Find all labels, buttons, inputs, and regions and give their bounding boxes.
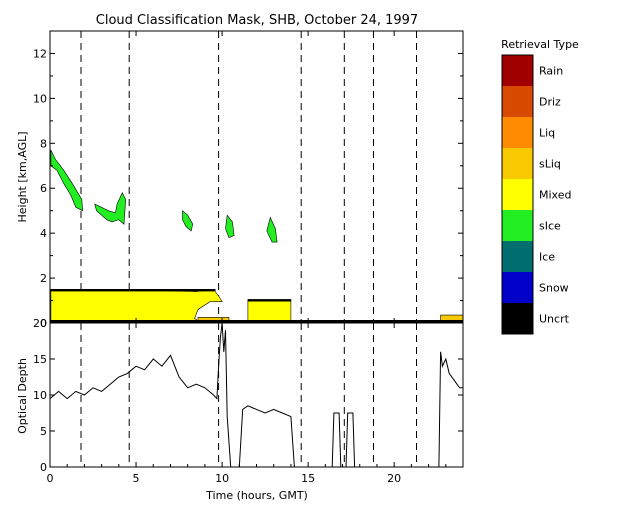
mask-y-tick-label: 2 [40,272,47,285]
legend-swatch-driz [502,86,533,117]
legend-label-liq: Liq [539,127,555,140]
od-y-axis-label: Optical Depth [16,358,29,434]
legend-frame [501,54,534,335]
x-tick-label: 15 [301,472,315,485]
mask-panel: 0 2 4 6 8 10 12 Height [km,AGL] [16,30,464,330]
legend-label-snow: Snow [539,282,569,295]
mask-y-tick-label: 0 [40,317,47,330]
x-tick-label: 20 [387,472,401,485]
legend-label-uncrt: Uncrt [539,313,570,326]
legend: Retrieval Type Rain Driz Liq sLiq Mixed sIce I… [501,38,579,335]
legend-label-ice: Ice [539,251,555,264]
od-y-tick-label: 15 [33,353,47,366]
mask-plot-frame [49,30,464,324]
x-tick-label: 5 [133,472,140,485]
mask-region-mixed [50,288,223,323]
mask-region-sice [94,192,127,225]
mask-y-tick-label: 4 [40,227,47,240]
legend-label-sice: sIce [539,220,561,233]
legend-label-rain: Rain [539,65,563,78]
legend-title: Retrieval Type [501,38,579,51]
legend-label-mixed: Mixed [539,189,571,202]
mask-region-sice [225,214,235,238]
legend-label-sliq: sLiq [539,158,561,171]
optical-depth-series-line [49,322,463,468]
mask-region-sice [266,216,278,243]
mask-y-axis-label: Height [km,AGL] [16,131,29,222]
od-plot-frame [49,322,464,468]
legend-swatch-rain [502,55,533,86]
mask-y-tick-label: 12 [33,47,47,60]
mask-region-sice [50,149,84,212]
od-y-tick-label: 10 [33,389,47,402]
x-tick-label: 10 [215,472,229,485]
legend-swatch-ice [502,241,533,272]
legend-swatch-mixed [502,179,533,210]
mask-y-tick-label: 8 [40,137,47,150]
od-y-tick-label: 5 [40,425,47,438]
legend-swatch-liq [502,117,533,148]
mask-region-uncrt [247,299,292,302]
legend-swatch-sice [502,210,533,241]
chart-title: Cloud Classification Mask, SHB, October … [96,13,418,28]
mask-y-tick-label: 10 [33,92,47,105]
x-axis-label: Time (hours, GMT) [205,489,308,502]
legend-swatch-sliq [502,148,533,179]
mask-region-uncrt [50,288,216,292]
legend-swatch-uncrt [502,303,533,334]
mask-y-tick-label: 6 [40,182,47,195]
x-tick-label: 0 [47,472,54,485]
legend-swatch-snow [502,272,533,303]
legend-label-driz: Driz [539,96,561,109]
od-y-tick-label: 20 [33,317,47,330]
mask-region-sice [182,210,194,232]
mask-region-mixed [247,300,292,323]
od-y-tick-label: 0 [40,461,47,474]
